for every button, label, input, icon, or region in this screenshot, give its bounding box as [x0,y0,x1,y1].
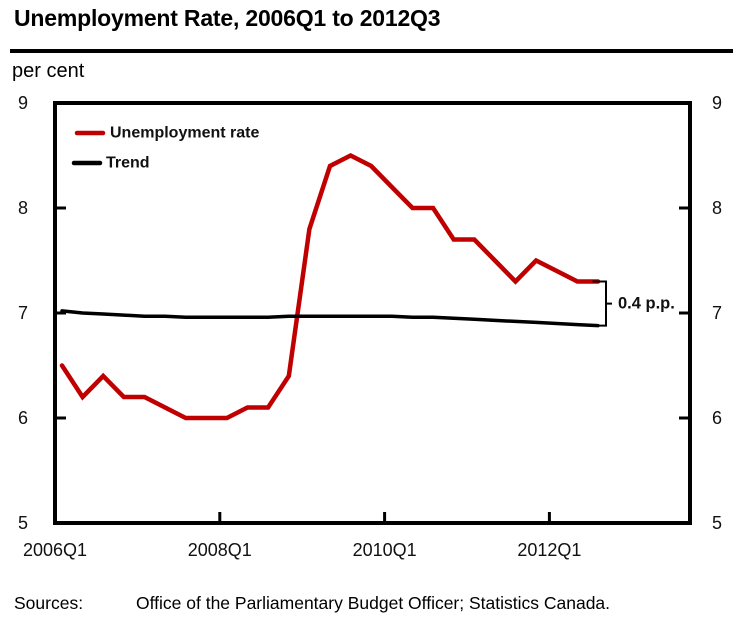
x-axis-label: 2012Q1 [517,540,581,560]
y-axis-label-left: 7 [18,303,28,323]
x-axis-label: 2010Q1 [353,540,417,560]
legend-label-trend: Trend [106,155,150,172]
unemployment-rate-line [59,152,601,421]
y-axis-label-right: 9 [712,93,722,113]
legend-label-unemployment-rate: Unemployment rate [110,125,259,142]
y-axis-label-left: 5 [18,513,28,533]
x-axis-label: 2008Q1 [188,540,252,560]
y-axis-unit-label: per cent [12,60,85,82]
annotation-text: 0.4 p.p. [618,295,675,313]
y-axis-label-right: 5 [712,513,722,533]
sources-label: Sources: [14,593,84,613]
y-axis-label-right: 7 [712,303,722,323]
y-axis-label-right: 6 [712,408,722,428]
sources-text: Office of the Parliamentary Budget Offic… [136,593,611,613]
chart-title: Unemployment Rate, 2006Q1 to 2012Q3 [14,5,441,31]
y-axis-label-left: 9 [18,93,28,113]
y-axis-label-left: 6 [18,408,28,428]
y-axis-label-right: 8 [712,198,722,218]
chart-canvas: 5 5 6 6 7 7 8 8 9 9 2006Q1 2008Q1 2010Q1 2012Q1 Unempl… [18,93,722,560]
y-axis-label-left: 8 [18,198,28,218]
gap-bracket [592,280,612,327]
trend-line [60,309,600,328]
x-axis-label: 2006Q1 [23,540,87,560]
title-rule [10,49,733,53]
